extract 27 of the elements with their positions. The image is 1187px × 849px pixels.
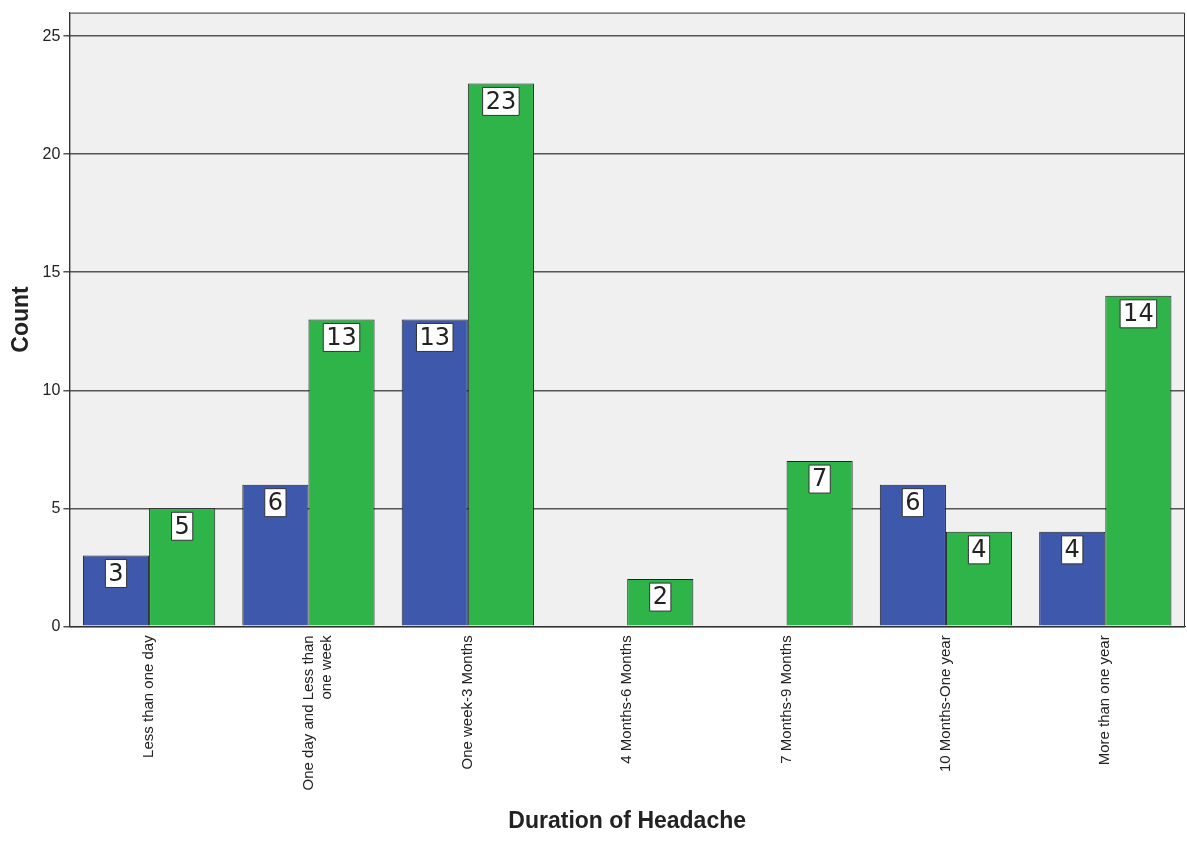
x-tick-label: 7 Months-9 Months bbox=[776, 635, 794, 764]
data-label: 14 bbox=[1123, 299, 1154, 328]
x-axis-title: Duration of Headache bbox=[508, 806, 747, 833]
y-tick-label: 20 bbox=[42, 144, 61, 162]
x-tick-label: Less than one day bbox=[139, 634, 157, 758]
y-tick-label: 0 bbox=[51, 616, 61, 634]
data-label: 13 bbox=[419, 322, 451, 351]
data-label: 4 bbox=[1064, 535, 1080, 564]
x-tick-label: One week-3 Months bbox=[457, 635, 475, 770]
x-tick-label: 10 Months-One year bbox=[936, 635, 954, 773]
data-label: 6 bbox=[267, 487, 284, 516]
data-label: 5 bbox=[174, 511, 190, 540]
x-tick-label: 4 Months-6 Months bbox=[617, 635, 635, 764]
data-label: 3 bbox=[108, 558, 124, 587]
data-label: 2 bbox=[652, 582, 668, 611]
y-tick-label: 10 bbox=[42, 380, 61, 398]
x-tick-label: More than one year bbox=[1095, 635, 1113, 766]
y-tick-label: 25 bbox=[42, 26, 61, 44]
y-tick-label: 5 bbox=[51, 498, 61, 516]
y-axis-title: Count bbox=[7, 285, 34, 353]
data-label: 6 bbox=[905, 487, 921, 516]
x-tick-label: One day and Less than one week bbox=[298, 634, 334, 791]
data-label: 7 bbox=[812, 464, 828, 493]
y-tick-label: 15 bbox=[42, 262, 61, 280]
data-label: 4 bbox=[971, 535, 987, 564]
data-label: 13 bbox=[326, 322, 357, 351]
data-label: 23 bbox=[485, 86, 517, 115]
